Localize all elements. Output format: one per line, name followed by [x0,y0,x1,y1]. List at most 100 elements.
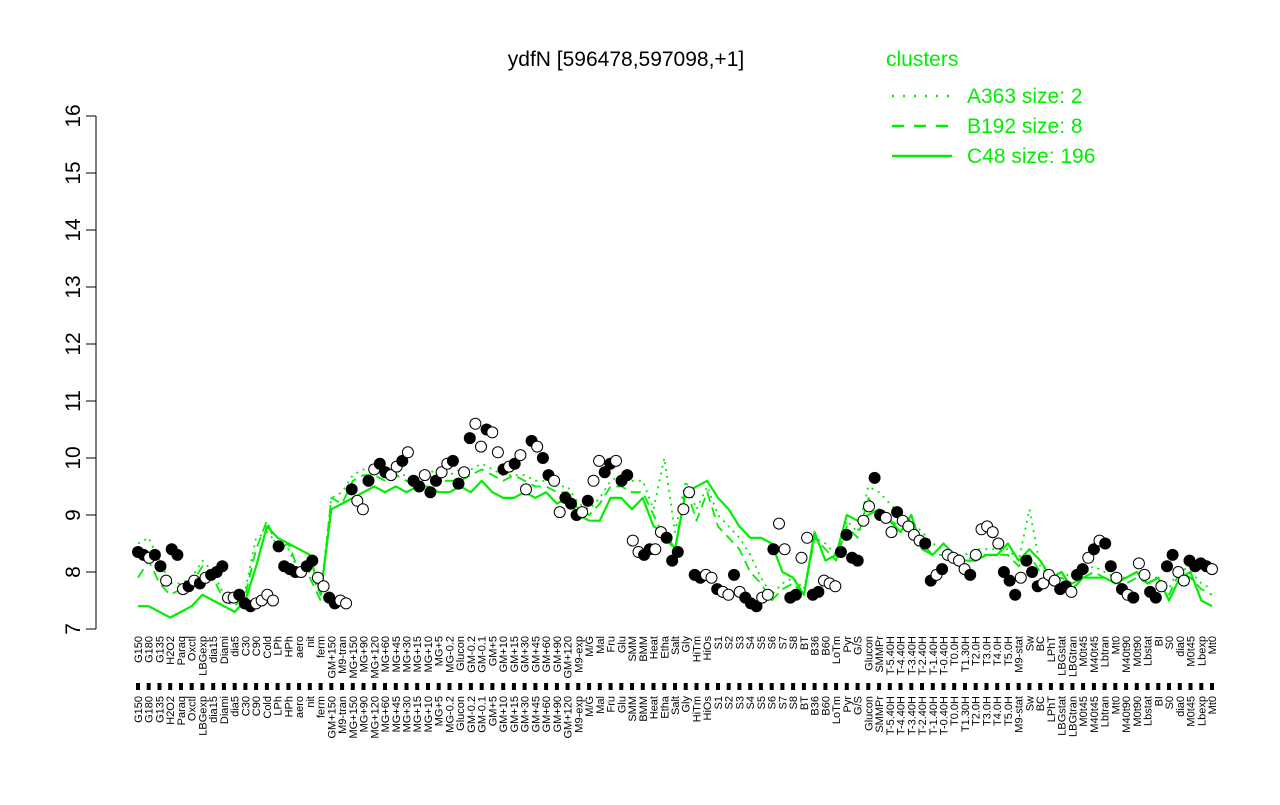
y-tick-label: 14 [62,218,85,242]
x-tick-label: GM-0.2 [466,636,478,673]
data-point [1104,560,1117,573]
x-tick-label: nit [305,636,317,648]
x-tick-label: Lbexp [1196,636,1208,666]
x-tick-label: GM+5 [487,636,499,666]
data-point [306,554,319,567]
x-tick-label: GM+10 [498,636,510,672]
legend-label-a363: A363 size: 2 [967,85,1083,108]
chart-title: ydfN [596478,597098,+1] [508,48,744,71]
x-tick-label-lower: M0t45 [1186,696,1198,727]
x-tick-label-lower: Mt0 [1110,696,1122,714]
x-tick-label: B60 [820,636,832,656]
x-tick-label-lower: MG+120 [369,696,381,739]
x-tick-label: MG+15 [412,636,424,672]
data-point [1177,574,1190,587]
x-tick-label: Mal [595,636,607,654]
x-tick-label-lower: T1.30H [960,696,972,732]
data-point [953,554,965,567]
data-point [778,543,791,556]
x-tick-label: T3.0H [982,636,994,666]
data-point [148,548,161,561]
x-tick-label: M/G [584,636,596,657]
x-tick-label-lower: BMM [638,696,650,722]
x-tick-label-lower: HiOs [702,696,714,721]
x-tick-label: G150 [133,636,145,663]
x-tick-label: Heat [649,636,661,659]
x-tick-label-lower: MG+45 [391,696,403,732]
x-tick-label-lower: SMM [627,696,639,722]
data-point [598,466,611,479]
x-tick-label-lower: M0t45 [1078,696,1090,727]
x-tick-label-lower: Gly [681,696,693,713]
data-point [362,474,375,487]
x-tick-label-lower: Oxctl [187,696,199,721]
data-point [750,600,763,613]
data-point [992,537,1005,550]
x-tick-label: MG+60 [380,636,392,672]
x-tick-label: T-4.40H [896,636,908,675]
x-tick-label-lower: MG+60 [380,696,392,732]
x-tick-label-lower: MG+90 [359,696,371,732]
x-tick-label-lower: T-4.40H [896,696,908,735]
x-tick-label-lower: H2O2 [165,696,177,725]
x-tick-label: HPh [283,636,295,657]
series-line-dashed [137,468,1213,608]
x-tick-label-lower: LPh [273,696,285,716]
x-tick-label: T-3.40H [906,636,918,675]
x-tick-label: MG+90 [359,636,371,672]
x-tick-label-lower: S5 [756,696,768,709]
data-point [885,526,898,539]
x-tick-label-lower: T2.0H [971,696,983,726]
y-tick-label: 9 [62,509,85,521]
data-point [919,537,932,550]
data-point [373,457,386,470]
data-point [1037,577,1050,590]
x-tick-label-lower: MG-0.2 [445,696,457,733]
x-tick-label-lower: BC [1035,696,1047,711]
data-point [536,452,549,464]
x-tick-label-lower: S6 [767,696,779,709]
x-tick-label-lower: Lbstat [1143,696,1155,726]
data-point [1166,548,1179,561]
data-point [891,506,904,519]
data-point [1014,571,1027,584]
data-point [458,466,471,479]
data-point [413,480,426,493]
x-tick-label: M0t45 [1186,636,1198,667]
data-point [649,543,662,556]
x-tick-label-lower: Lbtran [1100,696,1112,727]
x-tick-label-lower: T-1.40H [928,696,940,735]
x-tick-label-lower: G135 [155,696,167,723]
x-tick-label: MG+30 [402,636,414,672]
x-tick-label-lower: S3 [734,696,746,709]
data-point [1076,563,1089,576]
data-point [587,474,600,487]
data-point [660,531,673,544]
x-tick-label-lower: Mal [595,696,607,714]
x-tick-label: S1 [713,636,725,649]
x-tick-label: GM+15 [509,636,521,672]
x-tick-label-lower: T-0.40H [939,696,951,735]
data-point [469,417,482,430]
data-point [1149,591,1162,604]
x-tick-label: C30 [240,636,252,656]
data-point [801,531,814,544]
data-point [351,494,364,507]
x-tick-label-lower: GM+45 [530,696,542,732]
data-point [345,483,358,496]
y-tick-label: 12 [62,332,85,355]
x-tick-label: Glucon [455,636,467,671]
data-point [446,454,459,467]
x-tick-label: LBGstat [1057,636,1069,676]
data-point [1003,574,1016,587]
x-tick-label-lower: HPh [283,696,295,717]
data-point [761,588,774,601]
x-tick-label-lower: GM-0.1 [477,696,489,733]
data-point [317,580,330,593]
x-tick-label: M9-exp [573,636,585,673]
data-point [233,588,246,601]
data-point [356,503,369,516]
data-point [401,446,414,459]
x-tick-label-lower: M40t90 [1121,696,1133,733]
